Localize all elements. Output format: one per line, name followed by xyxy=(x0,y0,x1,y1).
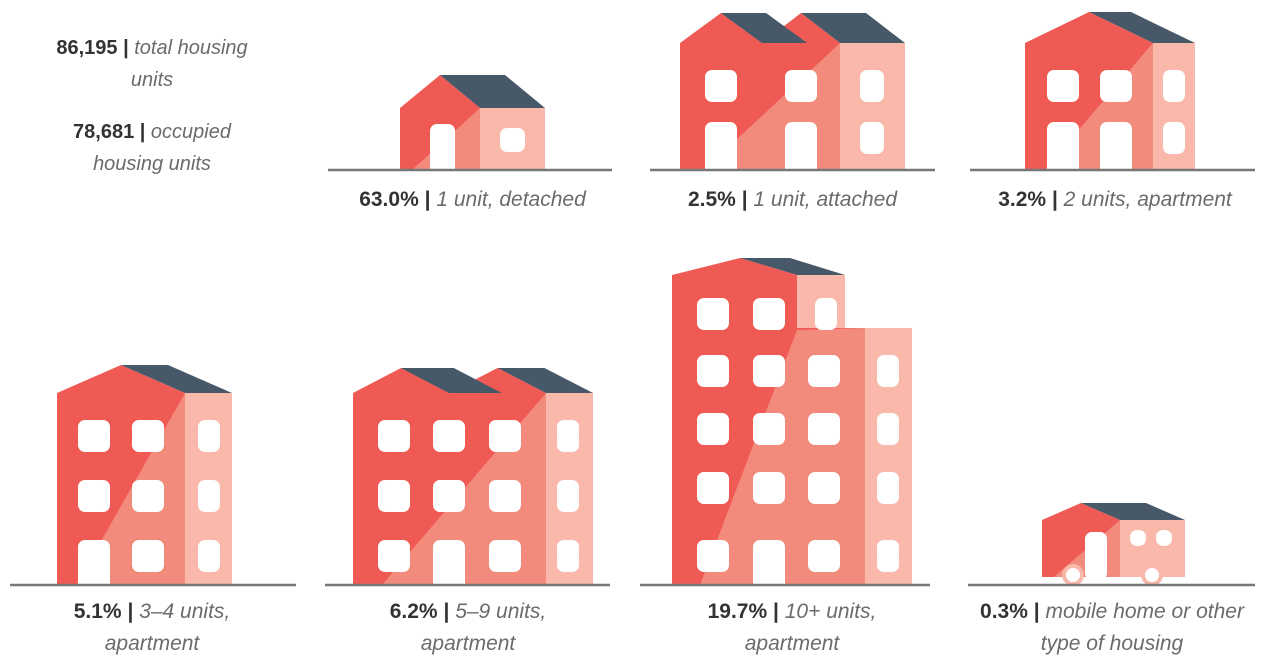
value-text: | xyxy=(742,188,748,211)
housing-type-label: 3.2% | 2 units, apartment xyxy=(965,184,1265,216)
value-text: | xyxy=(140,121,146,143)
value-text: 86,195 xyxy=(56,37,117,59)
window xyxy=(697,355,729,387)
window xyxy=(132,420,164,452)
label-text: 1 unit, detached xyxy=(436,188,585,211)
window xyxy=(378,480,410,512)
window xyxy=(877,472,899,504)
label-text: 1 unit, attached xyxy=(753,188,897,211)
housing-type-label: 2.5% | 1 unit, attached xyxy=(645,184,940,216)
window xyxy=(500,128,525,152)
window xyxy=(433,480,465,512)
window xyxy=(489,480,521,512)
value-text: 0.3% xyxy=(980,600,1028,623)
value-text: 2.5% xyxy=(688,188,736,211)
window xyxy=(705,70,737,102)
label-text: 3–4 units, apartment xyxy=(105,600,231,655)
summary-item: 86,195 | total housing units xyxy=(52,32,252,96)
window xyxy=(753,355,785,387)
value-text: | xyxy=(1052,188,1058,211)
window xyxy=(1085,532,1107,580)
window xyxy=(78,420,110,452)
window xyxy=(198,480,220,512)
label-text: 5–9 units, apartment xyxy=(421,600,547,655)
window xyxy=(433,420,465,452)
window xyxy=(198,540,220,572)
housing-type-label: 5.1% | 3–4 units, apartment xyxy=(37,596,267,660)
value-text: 6.2% xyxy=(390,600,438,623)
value-text: 3.2% xyxy=(998,188,1046,211)
window xyxy=(378,420,410,452)
value-text: | xyxy=(127,600,133,623)
window xyxy=(557,420,579,452)
label-text: 2 units, apartment xyxy=(1064,188,1232,211)
window xyxy=(877,355,899,387)
window xyxy=(785,122,817,176)
window xyxy=(860,122,884,154)
window xyxy=(697,413,729,445)
window xyxy=(1047,122,1079,176)
window xyxy=(697,298,729,330)
window xyxy=(860,70,884,102)
window xyxy=(430,124,455,176)
wheel xyxy=(1064,566,1082,584)
window xyxy=(808,355,840,387)
window xyxy=(877,540,899,572)
value-text: | xyxy=(773,600,779,623)
window xyxy=(378,540,410,572)
value-text: 63.0% xyxy=(359,188,419,211)
label-text: total housing units xyxy=(131,37,248,91)
window xyxy=(808,472,840,504)
window xyxy=(1163,70,1185,102)
window xyxy=(808,413,840,445)
housing-type-label: 19.7% | 10+ units, apartment xyxy=(667,596,917,660)
value-text: | xyxy=(425,188,431,211)
window xyxy=(1100,70,1132,102)
window xyxy=(785,70,817,102)
value-text: | xyxy=(1034,600,1040,623)
window xyxy=(132,540,164,572)
window xyxy=(1163,122,1185,154)
value-text: 5.1% xyxy=(74,600,122,623)
value-text: | xyxy=(443,600,449,623)
window xyxy=(198,420,220,452)
window xyxy=(808,540,840,572)
window xyxy=(1130,530,1146,546)
wheel xyxy=(1143,566,1161,584)
window xyxy=(697,540,729,572)
window xyxy=(557,540,579,572)
illustration xyxy=(0,0,1274,662)
window xyxy=(489,540,521,572)
window xyxy=(489,420,521,452)
window xyxy=(1047,70,1079,102)
housing-type-label: 63.0% | 1 unit, detached xyxy=(320,184,625,216)
window xyxy=(877,413,899,445)
value-text: 19.7% xyxy=(708,600,768,623)
window xyxy=(753,298,785,330)
housing-type-label: 0.3% | mobile home or other type of hous… xyxy=(962,596,1262,660)
window xyxy=(132,480,164,512)
window xyxy=(557,480,579,512)
label-text: mobile home or other type of housing xyxy=(1041,600,1244,655)
infographic: 86,195 | total housing units 78,681 | occ… xyxy=(0,0,1274,662)
window xyxy=(78,480,110,512)
housing-type-label: 6.2% | 5–9 units, apartment xyxy=(353,596,583,660)
window xyxy=(1156,530,1172,546)
window xyxy=(815,298,837,330)
window xyxy=(753,413,785,445)
window xyxy=(753,472,785,504)
window xyxy=(697,472,729,504)
value-text: | xyxy=(123,37,129,59)
window xyxy=(705,122,737,176)
summary-item: 78,681 | occupied housing units xyxy=(47,116,257,180)
window xyxy=(1100,122,1132,176)
value-text: 78,681 xyxy=(73,121,134,143)
